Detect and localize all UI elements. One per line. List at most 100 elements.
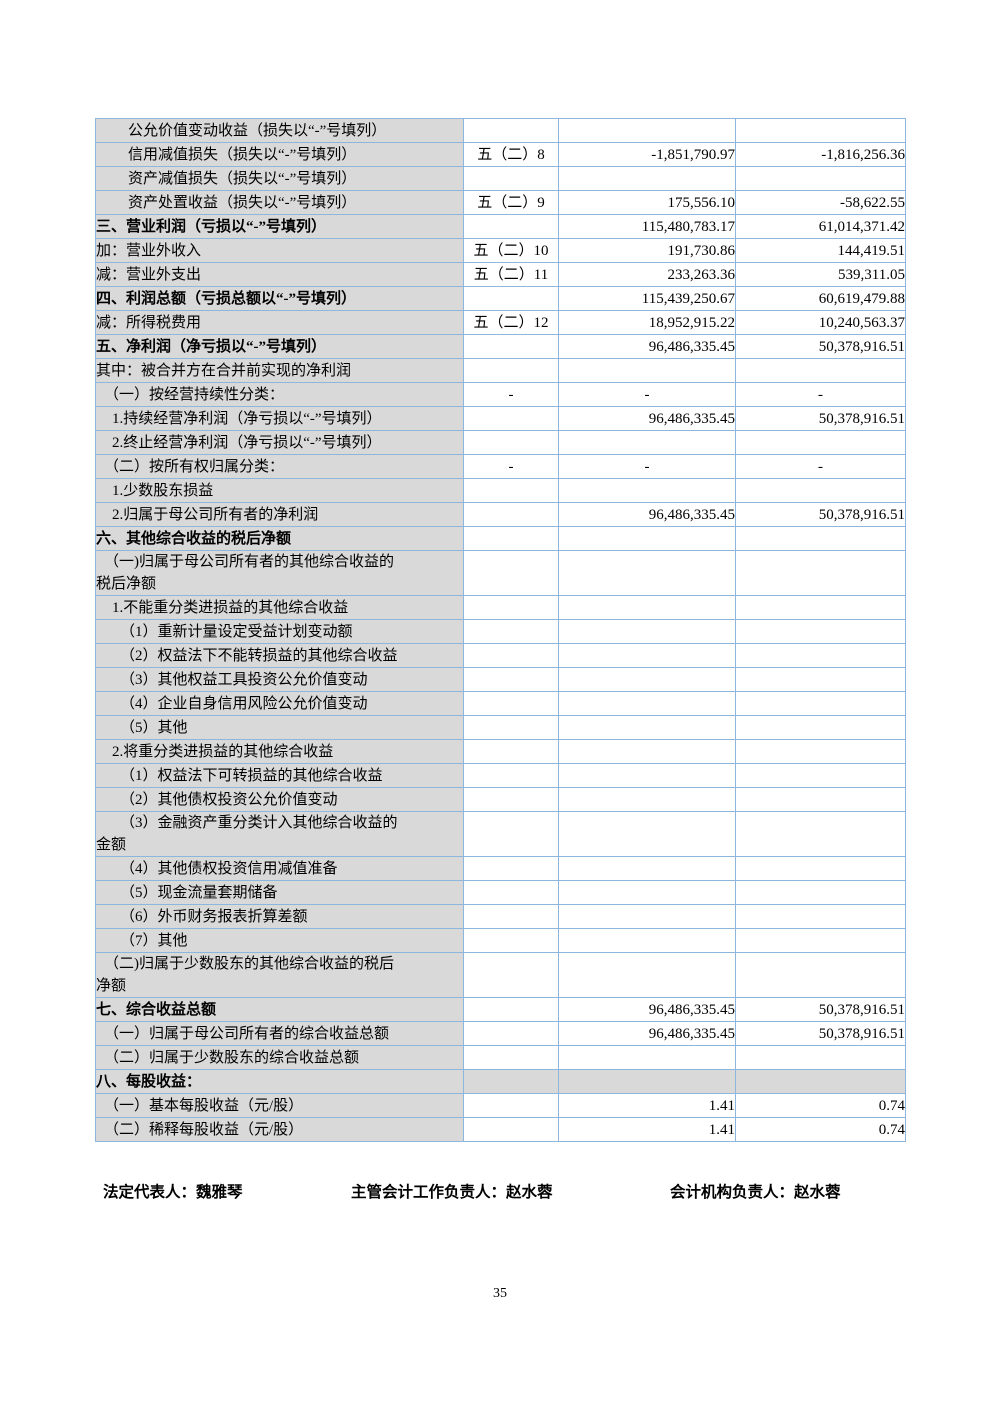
row-item-label: （6）外币财务报表折算差额 (95, 904, 464, 929)
chief-accountant-signature: 主管会计工作负责人：赵水蓉 (351, 1184, 553, 1201)
row-item-label: （一）基本每股收益（元/股） (95, 1093, 464, 1118)
row-amount-current (558, 619, 736, 644)
row-item-label: （1）重新计量设定受益计划变动额 (95, 619, 464, 644)
row-amount-current (558, 118, 736, 143)
row-item-label: （一）归属于母公司所有者的综合收益总额 (95, 1021, 464, 1046)
row-amount-prior: 61,014,371.42 (735, 214, 906, 239)
table-row: 减：营业外支出 五（二）11 233,263.36 539,311.05 (95, 262, 906, 287)
row-note-ref (463, 667, 559, 692)
row-item-label: 1.持续经营净利润（净亏损以“-”号填列） (95, 406, 464, 431)
row-amount-prior (735, 1069, 906, 1094)
row-amount-current (558, 358, 736, 383)
row-amount-current: 175,556.10 (558, 190, 736, 215)
row-item-label: 八、每股收益： (95, 1069, 464, 1094)
row-amount-prior (735, 478, 906, 503)
row-amount-current (558, 478, 736, 503)
page-number: 35 (493, 1286, 507, 1301)
table-row: （6）外币财务报表折算差额 (95, 904, 906, 929)
row-amount-prior (735, 715, 906, 740)
row-amount-current: 115,439,250.67 (558, 286, 736, 311)
row-item-label: （2）权益法下不能转损益的其他综合收益 (95, 643, 464, 668)
row-amount-current (558, 550, 736, 596)
row-item-label: （二）按所有权归属分类： (95, 454, 464, 479)
table-row: 1.不能重分类进损益的其他综合收益 (95, 595, 906, 620)
row-note-ref (463, 478, 559, 503)
table-row: （4）其他债权投资信用减值准备 (95, 856, 906, 881)
row-amount-prior: - (735, 454, 906, 479)
table-row: （二）稀释每股收益（元/股） 1.41 0.74 (95, 1117, 906, 1142)
row-note-ref (463, 550, 559, 596)
row-amount-current (558, 1069, 736, 1094)
row-amount-prior: 0.74 (735, 1093, 906, 1118)
table-row: （3）金融资产重分类计入其他综合收益的 金额 (95, 811, 906, 857)
row-item-label: （3）其他权益工具投资公允价值变动 (95, 667, 464, 692)
row-amount-prior: 50,378,916.51 (735, 1021, 906, 1046)
row-amount-current: 96,486,335.45 (558, 406, 736, 431)
table-row: 五、净利润（净亏损以“-”号填列） 96,486,335.45 50,378,916… (95, 334, 906, 359)
row-amount-prior (735, 595, 906, 620)
table-row: 信用减值损失（损失以“-”号填列） 五（二）8 -1,851,790.97 -1,81… (95, 142, 906, 167)
row-note-ref (463, 1069, 559, 1094)
row-amount-prior (735, 643, 906, 668)
row-note-ref (463, 928, 559, 953)
row-amount-current: 96,486,335.45 (558, 502, 736, 527)
row-amount-prior (735, 526, 906, 551)
row-amount-prior (735, 1045, 906, 1070)
row-amount-current (558, 880, 736, 905)
table-row: （二）归属于少数股东的综合收益总额 (95, 1045, 906, 1070)
row-item-label: （1）权益法下可转损益的其他综合收益 (95, 763, 464, 788)
table-row: （3）其他权益工具投资公允价值变动 (95, 667, 906, 692)
row-item-label: （5）其他 (95, 715, 464, 740)
row-amount-prior (735, 880, 906, 905)
row-amount-current: 18,952,915.22 (558, 310, 736, 335)
row-amount-current: 96,486,335.45 (558, 334, 736, 359)
table-row: 八、每股收益： (95, 1069, 906, 1094)
row-amount-current: - (558, 382, 736, 407)
row-amount-current (558, 595, 736, 620)
table-row: 公允价值变动收益（损失以“-”号填列） (95, 118, 906, 143)
row-item-label: 六、其他综合收益的税后净额 (95, 526, 464, 551)
table-row: （2）权益法下不能转损益的其他综合收益 (95, 643, 906, 668)
row-amount-prior (735, 166, 906, 191)
row-item-label: 减：营业外支出 (95, 262, 464, 287)
row-note-ref (463, 1045, 559, 1070)
row-amount-current (558, 739, 736, 764)
row-amount-prior (735, 667, 906, 692)
row-amount-current (558, 430, 736, 455)
table-row: 2.归属于母公司所有者的净利润 96,486,335.45 50,378,916.5… (95, 502, 906, 527)
row-note-ref: 五（二）9 (463, 190, 559, 215)
row-item-label: 信用减值损失（损失以“-”号填列） (95, 142, 464, 167)
row-amount-prior (735, 787, 906, 812)
row-amount-prior (735, 811, 906, 857)
row-note-ref (463, 787, 559, 812)
row-item-label: （一)归属于母公司所有者的其他综合收益的 税后净额 (95, 550, 464, 596)
row-note-ref (463, 643, 559, 668)
row-amount-prior: 50,378,916.51 (735, 997, 906, 1022)
row-amount-current (558, 952, 736, 998)
table-row: （2）其他债权投资公允价值变动 (95, 787, 906, 812)
row-item-label: （5）现金流量套期储备 (95, 880, 464, 905)
row-note-ref (463, 406, 559, 431)
table-row: （4）企业自身信用风险公允价值变动 (95, 691, 906, 716)
row-note-ref (463, 739, 559, 764)
table-row: 资产处置收益（损失以“-”号填列） 五（二）9 175,556.10 -58,622.… (95, 190, 906, 215)
row-item-label: （3）金融资产重分类计入其他综合收益的 金额 (95, 811, 464, 857)
row-note-ref (463, 811, 559, 857)
row-amount-prior (735, 619, 906, 644)
row-item-label: （2）其他债权投资公允价值变动 (95, 787, 464, 812)
row-note-ref (463, 526, 559, 551)
row-note-ref (463, 880, 559, 905)
row-item-label: 七、综合收益总额 (95, 997, 464, 1022)
row-note-ref (463, 286, 559, 311)
row-item-label: 1.少数股东损益 (95, 478, 464, 503)
table-row: 其中：被合并方在合并前实现的净利润 (95, 358, 906, 383)
row-amount-current: 233,263.36 (558, 262, 736, 287)
table-row: （5）现金流量套期储备 (95, 880, 906, 905)
table-row: （1）重新计量设定受益计划变动额 (95, 619, 906, 644)
row-amount-prior: 50,378,916.51 (735, 502, 906, 527)
table-row: （二)归属于少数股东的其他综合收益的税后 净额 (95, 952, 906, 998)
row-note-ref (463, 619, 559, 644)
table-row: （二）按所有权归属分类： - - - (95, 454, 906, 479)
row-item-label: 其中：被合并方在合并前实现的净利润 (95, 358, 464, 383)
